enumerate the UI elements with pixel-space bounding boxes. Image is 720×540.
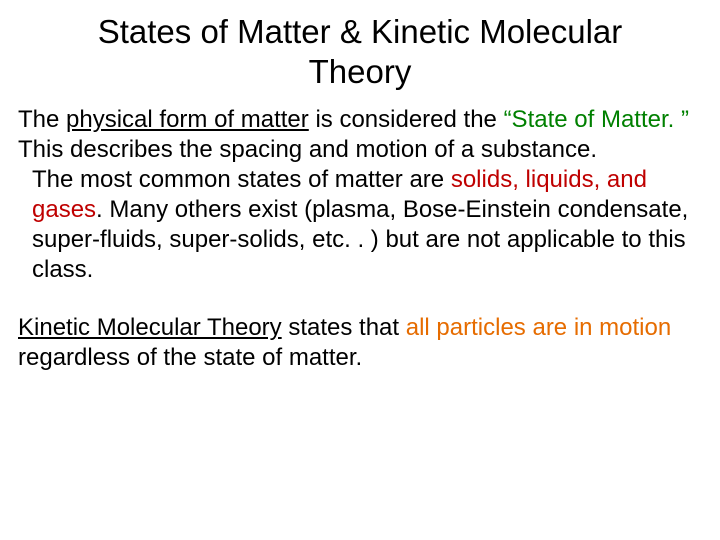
paragraph-1: The physical form of matter is considere… bbox=[18, 105, 702, 165]
p3-text-4: regardless of the state of matter. bbox=[18, 344, 362, 371]
paragraph-3: Kinetic Molecular Theory states that all… bbox=[18, 313, 702, 373]
p1-green-state-of-matter: “State of Matter. ” bbox=[504, 106, 689, 133]
p2-text-1: The most common states of matter are bbox=[32, 166, 451, 193]
p3-underline-kmt: Kinetic Molecular Theory bbox=[18, 314, 282, 341]
paragraph-2: The most common states of matter are sol… bbox=[18, 165, 702, 285]
p1-text-5: This describes the spacing and motion of… bbox=[18, 136, 597, 163]
p1-underline-physical-form: physical form of matter bbox=[66, 106, 309, 133]
p2-text-3: . Many others exist (plasma, Bose-Einste… bbox=[32, 196, 688, 283]
p3-orange-particles-motion: all particles are in motion bbox=[406, 314, 671, 341]
p1-text-1: The bbox=[18, 106, 66, 133]
p3-text-2: states that bbox=[282, 314, 406, 341]
slide-title: States of Matter & Kinetic Molecular The… bbox=[18, 12, 702, 91]
p1-text-3: is considered the bbox=[309, 106, 504, 133]
